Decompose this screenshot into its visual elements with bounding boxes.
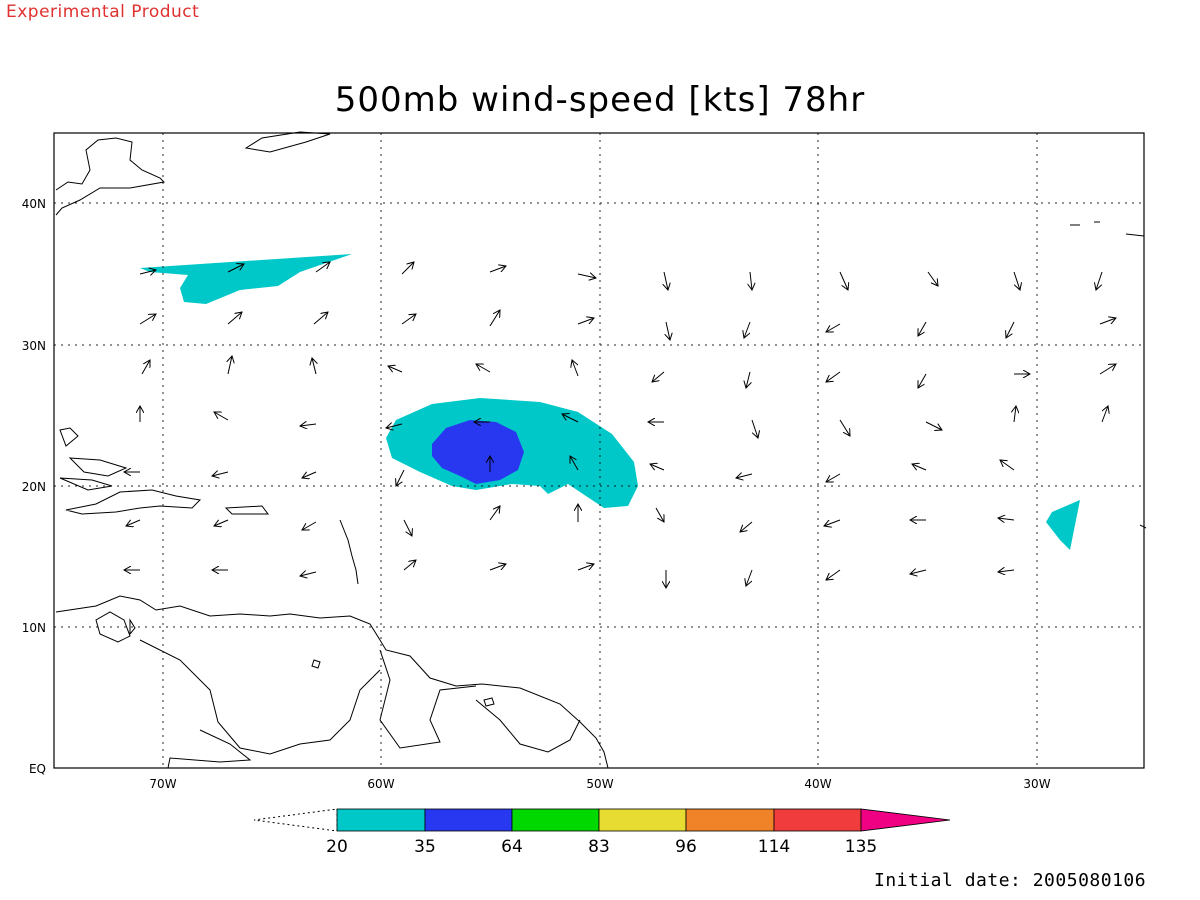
legend-swatch bbox=[773, 808, 862, 832]
legend-swatch bbox=[598, 808, 687, 832]
initial-date-label: Initial date: 2005080106 bbox=[874, 870, 1147, 891]
lon-tick-label: 30W bbox=[1023, 777, 1050, 791]
legend-label: 96 bbox=[675, 837, 697, 857]
lat-tick-label: 20N bbox=[22, 480, 46, 494]
latitude-axis: 40N 30N 20N 10N EQ bbox=[22, 197, 46, 776]
lon-tick-label: 60W bbox=[367, 777, 394, 791]
wind-speed-fill bbox=[140, 254, 1080, 550]
legend-label: 20 bbox=[326, 837, 348, 857]
gridlines bbox=[54, 133, 1144, 768]
lat-tick-label: 10N bbox=[22, 621, 46, 635]
lon-tick-label: 40W bbox=[804, 777, 831, 791]
color-legend: 20 35 64 83 96 114 135 bbox=[253, 808, 951, 857]
legend-label: 64 bbox=[501, 837, 523, 857]
fill-20-kts-east bbox=[1046, 500, 1080, 550]
longitude-axis: 70W 60W 50W 40W 30W bbox=[149, 777, 1050, 791]
legend-swatch bbox=[424, 808, 513, 832]
experimental-product-label: Experimental Product bbox=[6, 2, 200, 22]
lat-tick-label: 30N bbox=[22, 339, 46, 353]
legend-swatch bbox=[336, 808, 426, 832]
legend-swatch bbox=[685, 808, 775, 832]
wind-vectors bbox=[124, 262, 1116, 588]
legend-low-triangle bbox=[253, 808, 338, 832]
legend-label: 114 bbox=[758, 837, 790, 857]
fill-35-kts-hurricane bbox=[432, 420, 524, 484]
map-title: 500mb wind-speed [kts] 78hr bbox=[334, 80, 866, 120]
lat-tick-label: EQ bbox=[29, 762, 46, 776]
lat-tick-label: 40N bbox=[22, 197, 46, 211]
fill-20-kts-north bbox=[140, 254, 352, 304]
lon-tick-label: 50W bbox=[586, 777, 613, 791]
legend-swatch bbox=[511, 808, 600, 832]
legend-label: 35 bbox=[414, 837, 436, 857]
legend-label: 83 bbox=[588, 837, 610, 857]
lon-tick-label: 70W bbox=[149, 777, 176, 791]
legend-high-triangle bbox=[860, 808, 951, 832]
map-frame bbox=[53, 132, 1145, 769]
legend-label: 135 bbox=[845, 837, 877, 857]
